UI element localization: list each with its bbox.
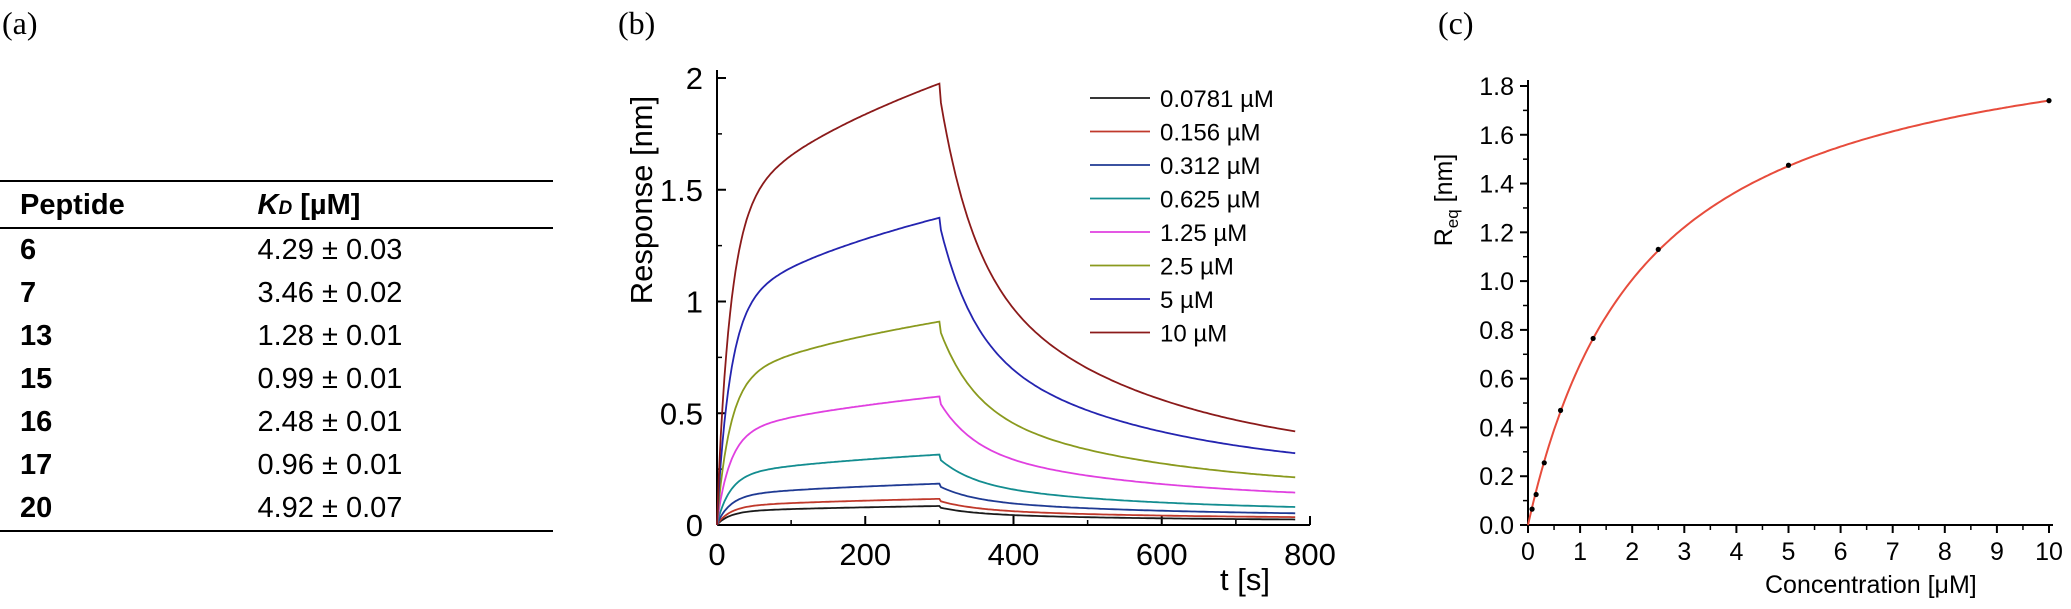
x-tick-label: 9 [1990, 538, 2004, 566]
series-line [716, 216, 1296, 526]
data-point [1533, 491, 1539, 498]
x-tick-label: 200 [839, 537, 891, 572]
x-tick-label: 6 [1834, 538, 1848, 566]
y-tick-label: 1.6 [1479, 122, 1514, 150]
x-tick-label: 3 [1677, 538, 1691, 566]
data-point [1557, 407, 1564, 413]
x-axis-label: Concentration [μM] [1765, 571, 1977, 599]
y-tick-label: 1.0 [1479, 268, 1514, 296]
panel-label-a: (a) [2, 5, 38, 41]
x-tick-label: 1 [1573, 538, 1587, 566]
x-tick-label: 400 [988, 537, 1040, 572]
table-row: 15 0.99 ± 0.01 [0, 358, 553, 401]
y-tick-label: 2 [686, 61, 703, 96]
kd-table: Peptide KD [µM] 6 4.29 ± 0.03 7 3.46 ± 0… [0, 180, 553, 532]
peptide-cell: 13 [20, 320, 53, 352]
kd-cell: 3.46 ± 0.02 [257, 277, 403, 309]
x-tick-label: 7 [1886, 538, 1900, 566]
kd-cell: 0.96 ± 0.01 [257, 449, 403, 481]
legend-entry: 0.156 µM [1160, 120, 1261, 147]
kd-cell: 1.28 ± 0.01 [257, 320, 403, 352]
y-tick-label: 0.5 [660, 396, 703, 431]
table-row: 7 3.46 ± 0.02 [0, 272, 553, 315]
header-kd: KD [µM] [241, 180, 553, 229]
x-tick-label: 600 [1136, 537, 1188, 572]
y-tick-label: 0.2 [1479, 463, 1514, 491]
header-kd-subscript: D [278, 197, 293, 219]
series-line [716, 482, 1296, 526]
series-line [716, 320, 1296, 526]
data-point [1529, 506, 1535, 512]
y-axis-label: Req [nm] [1430, 154, 1462, 247]
y-tick-label: 0.8 [1479, 317, 1514, 345]
y-tick-label: 0 [686, 508, 703, 543]
kd-cell: 4.29 ± 0.03 [257, 234, 403, 266]
y-tick-label: 0.6 [1479, 366, 1514, 394]
series-line [716, 505, 1296, 526]
header-peptide: Peptide [0, 180, 242, 229]
series-line [716, 453, 1296, 526]
x-tick-label: 4 [1729, 538, 1743, 566]
table-row: 16 2.48 ± 0.01 [0, 401, 553, 444]
kd-table-header: Peptide KD [µM] [0, 180, 553, 229]
fit-curve [1527, 99, 2050, 526]
panel-label-c: (c) [1438, 5, 1474, 41]
legend-entry: 2.5 µM [1160, 254, 1234, 281]
kd-cell: 2.48 ± 0.01 [257, 406, 403, 438]
kd-cell: 4.92 ± 0.07 [241, 487, 553, 532]
series-line [716, 395, 1296, 526]
x-tick-label: 0 [1521, 538, 1535, 566]
legend-entry: 0.0781 µM [1160, 86, 1274, 113]
y-tick-label: 1 [686, 285, 703, 320]
x-tick-label: 800 [1284, 537, 1336, 572]
data-point [2046, 98, 2052, 104]
header-kd-unit: [µM] [292, 188, 361, 221]
y-tick-label: 0.0 [1479, 512, 1514, 540]
x-tick-label: 2 [1625, 538, 1639, 566]
y-tick-label: 1.8 [1479, 73, 1514, 101]
peptide-cell: 20 [0, 487, 242, 532]
data-point [1590, 335, 1596, 342]
y-tick-label: 1.5 [660, 173, 703, 208]
header-kd-symbol: K [257, 188, 279, 221]
legend-entry: 1.25 µM [1160, 220, 1247, 247]
peptide-cell: 16 [20, 406, 53, 438]
y-axis-label: Response [nm] [624, 96, 659, 305]
x-tick-label: 5 [1782, 538, 1796, 566]
kd-cell: 0.99 ± 0.01 [257, 363, 403, 395]
panel-label-b: (b) [618, 5, 656, 41]
y-tick-label: 1.2 [1479, 219, 1514, 247]
x-tick-label: 10 [2035, 538, 2063, 566]
data-point [1785, 162, 1792, 168]
x-tick-label: 0 [708, 537, 725, 572]
y-tick-label: 1.4 [1479, 171, 1514, 199]
legend-entry: 0.625 µM [1160, 187, 1261, 214]
legend-entry: 5 µM [1160, 287, 1214, 314]
series-line [716, 498, 1296, 526]
x-axis-label: t [s] [1220, 562, 1270, 597]
peptide-cell: 6 [20, 234, 37, 266]
table-row: 20 4.92 ± 0.07 [0, 487, 553, 532]
table-row: 17 0.96 ± 0.01 [0, 444, 553, 487]
y-tick-label: 0.4 [1479, 414, 1514, 442]
peptide-cell: 17 [20, 449, 53, 481]
table-row: 6 4.29 ± 0.03 [0, 228, 553, 272]
data-point [1655, 246, 1661, 253]
peptide-cell: 15 [20, 363, 53, 395]
table-row: 13 1.28 ± 0.01 [0, 315, 553, 358]
peptide-cell: 7 [20, 277, 37, 309]
series-line [716, 82, 1296, 526]
legend-entry: 10 µM [1160, 321, 1227, 348]
data-point [1541, 460, 1547, 466]
legend-entry: 0.312 µM [1160, 153, 1261, 180]
x-tick-label: 8 [1938, 538, 1952, 566]
